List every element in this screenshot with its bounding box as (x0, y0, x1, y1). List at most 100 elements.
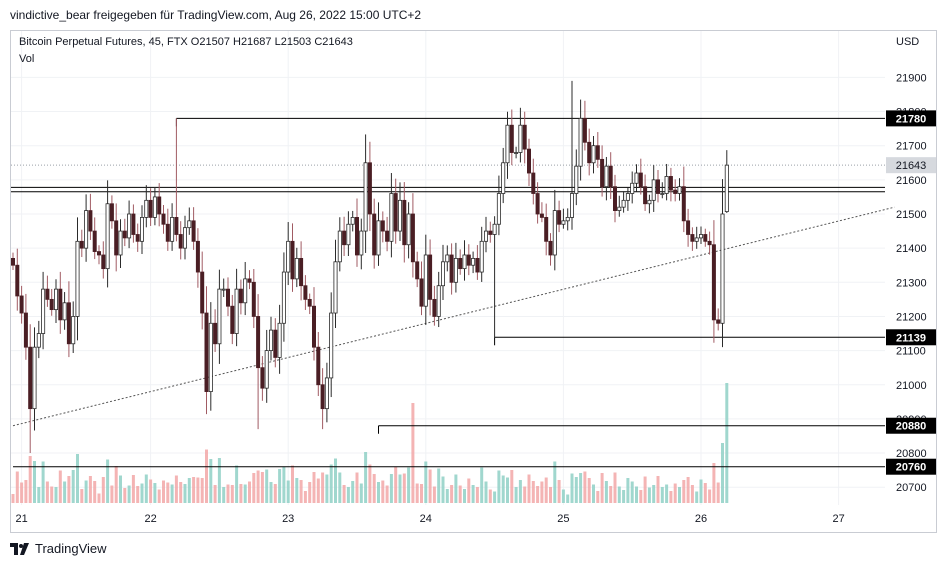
candle-body (213, 322, 218, 345)
candle-body (724, 164, 729, 213)
candle-body (604, 165, 609, 188)
level-badge-label: 20760 (896, 462, 927, 474)
candle-body (135, 234, 140, 242)
volume-bar (252, 473, 256, 503)
candle-body (41, 288, 46, 334)
candle-body (307, 298, 312, 307)
volume-bar (389, 474, 393, 503)
volume-bar (394, 466, 398, 503)
candle-body (690, 234, 695, 242)
volume-bar (157, 489, 161, 503)
volume-bar (20, 482, 24, 503)
volume-bar (123, 488, 127, 503)
volume-bar (402, 473, 406, 503)
candle-body (479, 240, 484, 273)
candle-body (625, 193, 630, 201)
volume-bar (540, 481, 544, 503)
candle-body (643, 186, 648, 205)
trend-line (12, 206, 895, 427)
volume-bar (587, 478, 591, 503)
volume-bar (334, 458, 337, 503)
volume-bar (144, 474, 148, 503)
volume-bar (282, 466, 286, 503)
tradingview-logo-icon (10, 542, 29, 555)
x-tick-label: 27 (832, 513, 844, 525)
candle-body (97, 251, 102, 256)
candle-body (385, 230, 390, 242)
volume-bar (458, 485, 462, 503)
volume-bar (622, 490, 626, 503)
candle-body (182, 227, 187, 249)
volume-bar (50, 486, 54, 503)
candle-body (458, 257, 463, 270)
volume-bar (222, 487, 226, 503)
volume-bar (351, 481, 355, 503)
candle-body (15, 264, 20, 297)
x-tick-label: 23 (282, 513, 294, 525)
candle-body (677, 186, 682, 194)
volume-bar (660, 487, 664, 503)
y-tick-label: 20800 (896, 448, 927, 460)
volume-bar (647, 487, 651, 503)
volume-bar (265, 469, 269, 503)
candle-body (664, 176, 669, 194)
candle-body (286, 240, 291, 273)
volume-bar (669, 491, 673, 503)
candles (10, 80, 729, 454)
candle-body (406, 213, 411, 246)
last-price-label: 21643 (896, 160, 927, 172)
volume-bar (213, 485, 217, 503)
volume-bar (329, 464, 333, 503)
candle-body (539, 213, 544, 218)
volume-bar (626, 478, 630, 503)
level-badge (886, 110, 936, 127)
volume-bar (136, 486, 140, 503)
y-tick-label: 21200 (896, 311, 927, 323)
volume-bar (230, 485, 234, 503)
candle-body (608, 165, 613, 188)
candle-body (225, 288, 230, 307)
volume-bar (523, 486, 527, 503)
candle-body (243, 278, 248, 304)
volume-bar (192, 477, 196, 503)
candle-body (617, 206, 622, 211)
candle-body (354, 217, 359, 256)
candle-body (587, 141, 592, 164)
candle-body (415, 261, 420, 280)
candle-body (221, 288, 226, 291)
candle-body (79, 240, 84, 249)
volume-bar (299, 480, 303, 503)
volume-bar (721, 443, 724, 503)
candle-body (514, 152, 519, 154)
volume-bar (269, 482, 273, 503)
candle-body (483, 230, 488, 242)
candle-body (393, 193, 398, 232)
volume-bar (41, 461, 45, 503)
y-tick-label: 20700 (896, 482, 927, 494)
volume-bars (11, 383, 729, 503)
volume-bar (131, 475, 135, 503)
volume-bar (381, 480, 385, 503)
volume-bar (37, 487, 41, 503)
candle-body (19, 295, 24, 314)
volume-bar (355, 472, 359, 503)
volume-bar (325, 474, 329, 503)
candle-body (157, 196, 162, 215)
volume-bar (467, 478, 471, 503)
volume-bar (450, 485, 454, 503)
candle-body (346, 223, 351, 246)
y-tick-label: 21700 (896, 141, 927, 153)
volume-bar (639, 490, 643, 503)
candle-body (621, 199, 626, 208)
candle-body (139, 217, 144, 242)
volume-bar (656, 476, 660, 503)
candle-body (36, 333, 41, 348)
volume-bar (101, 477, 105, 503)
candle-body (402, 199, 407, 246)
candle-body (531, 172, 536, 194)
candle-body (651, 179, 656, 201)
candle-body (681, 186, 686, 222)
volume-bar (609, 486, 613, 503)
volume-bar (437, 468, 441, 503)
